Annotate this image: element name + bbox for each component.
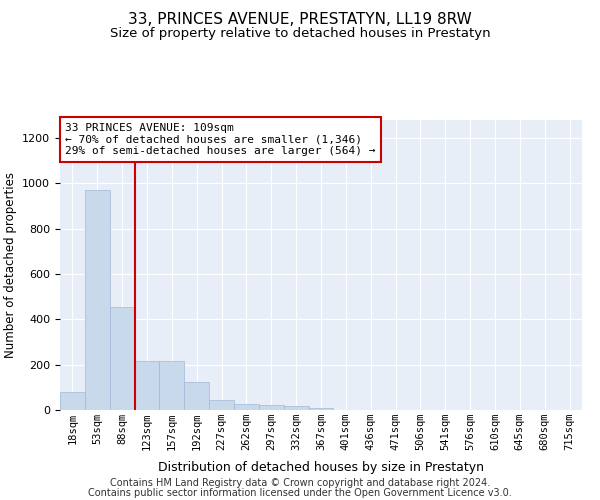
Text: Contains public sector information licensed under the Open Government Licence v3: Contains public sector information licen… xyxy=(88,488,512,498)
Text: 33, PRINCES AVENUE, PRESTATYN, LL19 8RW: 33, PRINCES AVENUE, PRESTATYN, LL19 8RW xyxy=(128,12,472,28)
Bar xyxy=(209,400,234,410)
Bar xyxy=(308,408,334,410)
Bar xyxy=(85,190,110,410)
Bar xyxy=(234,404,259,410)
Text: Size of property relative to detached houses in Prestatyn: Size of property relative to detached ho… xyxy=(110,28,490,40)
Bar xyxy=(184,382,209,410)
Text: Contains HM Land Registry data © Crown copyright and database right 2024.: Contains HM Land Registry data © Crown c… xyxy=(110,478,490,488)
Text: 33 PRINCES AVENUE: 109sqm
← 70% of detached houses are smaller (1,346)
29% of se: 33 PRINCES AVENUE: 109sqm ← 70% of detac… xyxy=(65,123,376,156)
X-axis label: Distribution of detached houses by size in Prestatyn: Distribution of detached houses by size … xyxy=(158,462,484,474)
Bar xyxy=(134,362,160,410)
Bar xyxy=(160,362,184,410)
Bar xyxy=(284,406,308,410)
Bar xyxy=(60,392,85,410)
Y-axis label: Number of detached properties: Number of detached properties xyxy=(4,172,17,358)
Bar xyxy=(110,307,134,410)
Bar xyxy=(259,406,284,410)
